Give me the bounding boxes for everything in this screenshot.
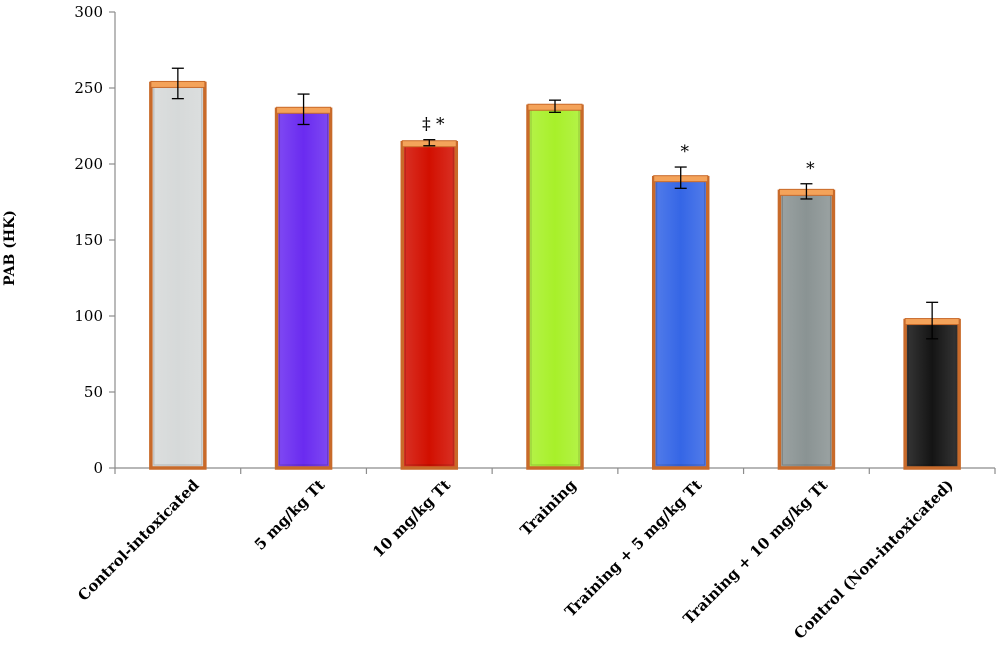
significance-annotation: *: [680, 142, 689, 162]
bar: [400, 140, 459, 470]
y-axis-label: PAB (HK): [2, 210, 18, 286]
x-tick-label: 5 mg/kg Tt: [251, 476, 329, 554]
x-tick-label: Training: [517, 476, 581, 540]
bar: [777, 189, 836, 470]
bar: [903, 318, 961, 470]
y-tick-label: 0: [93, 459, 103, 477]
significance-annotation: ‡ *: [422, 115, 445, 135]
y-tick-label: 300: [74, 3, 103, 21]
y-tick-label: 100: [74, 307, 103, 325]
bar: [274, 107, 333, 470]
x-tick-label: Training + 10 mg/kg Tt: [680, 476, 832, 628]
x-tick-label: Training + 5 mg/kg Tt: [561, 476, 705, 620]
x-tick-label: 10 mg/kg Tt: [369, 476, 454, 561]
y-tick-label: 250: [74, 79, 103, 97]
bar: [651, 175, 710, 470]
y-tick-label: 200: [74, 155, 103, 173]
bar: [526, 104, 584, 470]
y-tick-label: 150: [74, 231, 103, 249]
significance-annotation: *: [806, 159, 815, 179]
bars: [149, 67, 961, 470]
y-tick-label: 50: [84, 383, 103, 401]
x-tick-label: Control-intoxicated: [74, 476, 203, 605]
bar: [149, 81, 207, 470]
